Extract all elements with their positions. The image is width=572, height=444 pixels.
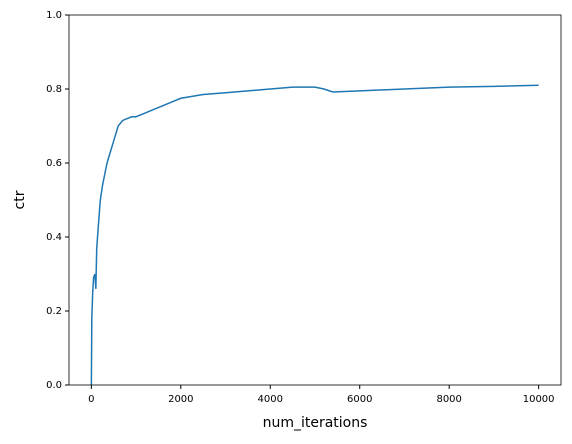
line <box>90 84 539 386</box>
x-axis-label: num_iterations <box>263 415 368 431</box>
y-tick-label: 0.0 <box>46 380 62 391</box>
x-tick-label: 0 <box>88 394 94 405</box>
x-tick-label: 4000 <box>258 394 283 405</box>
y-tick-label: 0.4 <box>46 232 62 243</box>
y-axis-label: ctr <box>12 190 28 209</box>
plot-frame <box>68 14 562 386</box>
x-tick-label: 6000 <box>347 394 372 405</box>
x-tick-label: 10000 <box>523 394 555 405</box>
x-tick-label: 8000 <box>436 394 461 405</box>
y-tick-label: 0.6 <box>46 158 62 169</box>
y-tick-label: 0.2 <box>46 306 62 317</box>
y-tick-label: 0.8 <box>46 84 62 95</box>
x-tick-label: 2000 <box>168 394 193 405</box>
y-tick-label: 1.0 <box>46 10 62 21</box>
